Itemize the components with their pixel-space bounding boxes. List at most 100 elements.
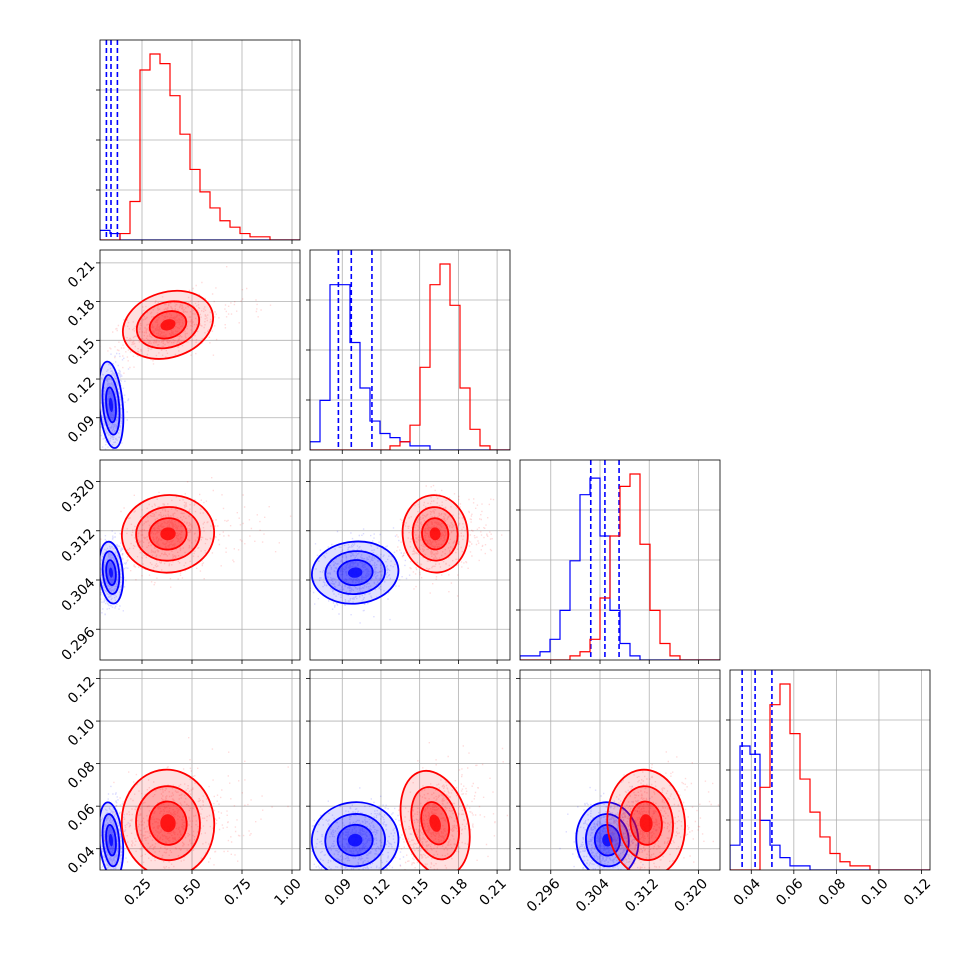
contour-series-1 bbox=[336, 559, 374, 587]
contour-series-2 bbox=[410, 786, 460, 861]
contour-series-1 bbox=[105, 823, 117, 857]
panel-content bbox=[100, 737, 289, 870]
contour-series-1 bbox=[100, 801, 125, 870]
y-tick-label-row-4: 0.08 bbox=[65, 759, 98, 792]
hist-panel-4 bbox=[726, 669, 931, 874]
contour-series-2 bbox=[135, 506, 201, 562]
y-tick-label-row-4: 0.10 bbox=[65, 716, 98, 749]
scatter-points-series-2 bbox=[389, 742, 509, 870]
contour-series-1 bbox=[105, 559, 117, 587]
x-tick-label-col-3: 0.320 bbox=[672, 876, 712, 916]
contour-series-2 bbox=[148, 310, 188, 340]
hist-content bbox=[310, 250, 510, 450]
contour-series-2 bbox=[121, 289, 215, 360]
hist-series-1 bbox=[730, 745, 930, 870]
x-tick-label-col-4: 0.08 bbox=[816, 876, 849, 909]
contour-series-2 bbox=[399, 769, 471, 870]
contour-series-2 bbox=[420, 801, 451, 846]
contour-series-2 bbox=[135, 300, 201, 350]
y-tick-label-row-2: 0.09 bbox=[65, 413, 98, 446]
x-tick-label-col-2: 0.21 bbox=[476, 876, 509, 909]
contour-series-2 bbox=[120, 768, 216, 870]
density-level-series-2 bbox=[639, 814, 653, 833]
x-tick-label-col-4: 0.10 bbox=[858, 876, 891, 909]
contour-series-1 bbox=[324, 813, 386, 868]
density-level-series-1 bbox=[108, 567, 114, 578]
panel-content bbox=[559, 751, 720, 870]
contour-series-1 bbox=[101, 813, 121, 868]
contour-series-2 bbox=[148, 800, 188, 846]
contour-series-2 bbox=[148, 517, 188, 551]
hist-series-2 bbox=[520, 473, 720, 660]
scatter-panel-4-1 bbox=[96, 669, 301, 874]
density-level-series-2 bbox=[429, 527, 441, 541]
y-tick-label-row-4: 0.06 bbox=[65, 801, 98, 834]
x-tick-label-col-4: 0.04 bbox=[731, 876, 764, 909]
panel-frame bbox=[99, 459, 301, 661]
x-tick-label-col-4: 0.06 bbox=[773, 876, 806, 909]
density-level-series-1 bbox=[108, 397, 114, 413]
y-tick-label-row-4: 0.04 bbox=[65, 844, 98, 877]
y-tick-label-row-3: 0.296 bbox=[59, 624, 99, 664]
hist-series-2 bbox=[730, 683, 930, 870]
contour-series-1 bbox=[324, 550, 386, 596]
contour-series-1 bbox=[100, 360, 125, 449]
y-tick-label-row-4: 0.12 bbox=[65, 674, 98, 707]
hist-panel-1 bbox=[96, 39, 301, 244]
scatter-panel-4-3 bbox=[516, 669, 721, 874]
hist-series-2 bbox=[100, 53, 300, 240]
y-tick-label-row-3: 0.304 bbox=[59, 575, 99, 615]
x-tick-label-col-1: 0.25 bbox=[121, 876, 154, 909]
contour-series-1 bbox=[101, 374, 121, 436]
scatter-panel-3-2 bbox=[306, 459, 511, 664]
y-tick-label-row-2: 0.21 bbox=[65, 258, 98, 291]
hist-panel-2 bbox=[306, 249, 511, 454]
y-tick-label-row-3: 0.312 bbox=[59, 526, 99, 566]
hist-content bbox=[730, 670, 930, 870]
y-tick-label-row-2: 0.18 bbox=[65, 297, 98, 330]
contour-series-1 bbox=[585, 813, 630, 868]
contour-series-2 bbox=[618, 785, 674, 862]
panel-frame bbox=[309, 459, 511, 661]
contour-series-1 bbox=[310, 540, 400, 605]
hist-series-2 bbox=[310, 263, 510, 450]
contour-series-1 bbox=[336, 823, 374, 857]
density-level-series-2 bbox=[429, 814, 441, 832]
scatter-points-series-1 bbox=[310, 527, 411, 624]
x-tick-label-col-2: 0.09 bbox=[322, 876, 355, 909]
panel-content bbox=[100, 477, 292, 616]
hist-series-1 bbox=[310, 284, 510, 450]
panel-frame bbox=[519, 669, 721, 871]
x-tick-label-col-1: 0.50 bbox=[171, 876, 204, 909]
x-tick-label-col-2: 0.12 bbox=[360, 876, 393, 909]
scatter-points-series-1 bbox=[311, 787, 418, 870]
contour-series-1 bbox=[101, 550, 121, 595]
density-level-series-2 bbox=[160, 319, 176, 331]
x-tick-label-col-4: 0.12 bbox=[901, 876, 934, 909]
contour-series-2 bbox=[401, 494, 469, 574]
scatter-panel-2-1 bbox=[96, 249, 301, 454]
panel-content bbox=[310, 742, 509, 870]
contour-series-2 bbox=[606, 768, 686, 870]
hist-content bbox=[100, 40, 300, 240]
contour-series-2 bbox=[135, 785, 201, 862]
density-level-series-1 bbox=[108, 833, 114, 847]
contour-series-2 bbox=[411, 506, 459, 562]
scatter-points-series-2 bbox=[100, 477, 292, 588]
density-level-series-2 bbox=[160, 527, 176, 541]
hist-series-1 bbox=[520, 477, 720, 660]
panel-frame bbox=[99, 249, 301, 451]
x-tick-label-col-1: 0.75 bbox=[221, 876, 254, 909]
y-tick-label-row-2: 0.15 bbox=[65, 335, 98, 368]
y-tick-label-row-2: 0.12 bbox=[65, 374, 98, 407]
contour-series-2 bbox=[629, 800, 663, 846]
x-tick-label-col-2: 0.18 bbox=[438, 876, 471, 909]
contour-series-1 bbox=[100, 540, 124, 605]
panel-frame bbox=[99, 669, 301, 871]
contour-series-2 bbox=[421, 517, 450, 551]
panel-content bbox=[100, 266, 272, 450]
panel-frame bbox=[309, 669, 511, 871]
x-tick-label-col-3: 0.296 bbox=[524, 876, 564, 916]
panel-content bbox=[310, 484, 503, 624]
scatter-panel-4-2 bbox=[306, 669, 511, 874]
